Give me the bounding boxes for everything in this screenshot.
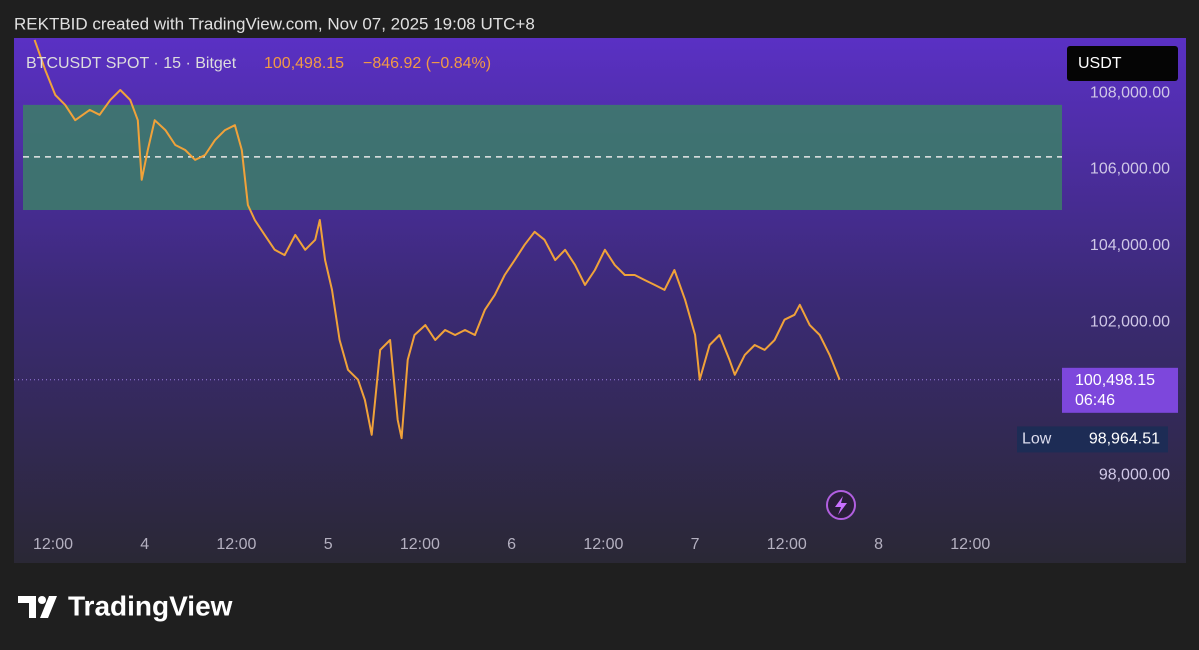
price-label-box bbox=[1062, 367, 1178, 413]
x-tick-label: 12:00 bbox=[767, 536, 807, 553]
y-tick-label: 104,000.00 bbox=[1090, 237, 1170, 254]
low-text: Low bbox=[1022, 431, 1052, 448]
currency: USDT bbox=[1078, 55, 1122, 72]
x-tick-label: 6 bbox=[507, 536, 516, 553]
brand: TradingView bbox=[68, 590, 233, 621]
x-tick-label: 7 bbox=[691, 536, 700, 553]
lightning bbox=[835, 496, 847, 515]
currency-box[interactable] bbox=[1067, 46, 1178, 81]
price-line bbox=[33, 39, 841, 440]
x-tick-label: 12:00 bbox=[950, 536, 990, 553]
x-tick-label: 5 bbox=[324, 536, 333, 553]
x-tick-label: 12:00 bbox=[33, 536, 73, 553]
low-label: 98,964.51 bbox=[1089, 431, 1160, 448]
x-tick-label: 12:00 bbox=[400, 536, 440, 553]
symbol: BTCUSDT SPOT · 15 · Bitget bbox=[26, 55, 237, 72]
low-label-box bbox=[1017, 426, 1168, 453]
y-tick-label: 108,000.00 bbox=[1090, 84, 1170, 101]
plot: 98,000.00 102,000.00 104,000.00 106,000.00 1… bbox=[14, 39, 1178, 553]
header-text: REKTBID created with TradingView.com, No… bbox=[14, 14, 535, 33]
y-tick-label: 106,000.00 bbox=[1090, 161, 1170, 178]
legend-price: 100,498.15 bbox=[264, 55, 344, 72]
y-tick-label: 102,000.00 bbox=[1090, 314, 1170, 331]
countdown: 06:46 bbox=[1075, 392, 1115, 409]
legend-change: −846.92 (−0.84%) bbox=[363, 55, 491, 72]
x-tick-label: 12:00 bbox=[216, 536, 256, 553]
x-tick-label: 4 bbox=[140, 536, 149, 553]
brand-logo bbox=[18, 596, 57, 618]
x-tick-label: 12:00 bbox=[583, 536, 623, 553]
x-tick-label: 8 bbox=[874, 536, 883, 553]
y-tick-label: 98,000.00 bbox=[1099, 467, 1170, 484]
price-label: 100,498.15 bbox=[1075, 372, 1155, 389]
